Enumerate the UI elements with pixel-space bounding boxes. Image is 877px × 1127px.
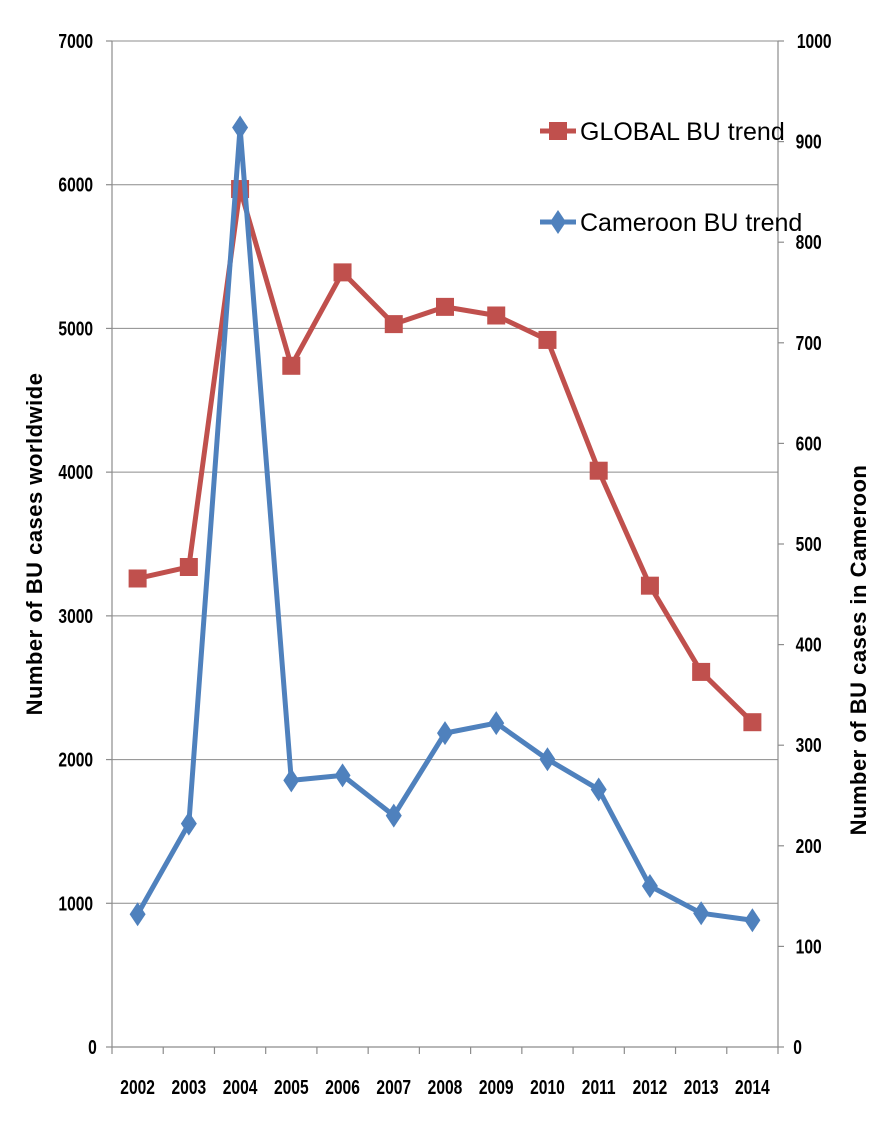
x-tick-label: 2002 [120, 1076, 155, 1098]
right-tick-label: 900 [796, 131, 822, 153]
data-point [180, 811, 197, 836]
right-tick-label: 300 [796, 734, 822, 756]
left-tick-label: 2000 [58, 749, 93, 771]
data-point [641, 874, 658, 899]
left-tick-label: 4000 [58, 461, 93, 483]
left-axis-title: Number of BU cases worldwide [22, 373, 47, 716]
x-tick-label: 2011 [582, 1076, 616, 1098]
left-tick-label: 1000 [58, 892, 93, 914]
data-point [538, 330, 557, 349]
x-tick-label: 2006 [325, 1076, 360, 1098]
legend: GLOBAL BU trend Cameroon BU trend [540, 118, 802, 237]
data-point [437, 721, 453, 746]
left-tick-label: 3000 [58, 605, 93, 627]
data-point [640, 576, 659, 595]
right-tick-label: 600 [796, 433, 822, 455]
legend-marker [549, 122, 567, 140]
right-tick-label: 500 [796, 533, 822, 555]
data-point [384, 315, 403, 334]
legend-label: Cameroon BU trend [580, 209, 802, 237]
data-point [179, 557, 198, 576]
data-point [743, 713, 762, 732]
right-tick-label: 400 [796, 634, 822, 656]
x-tick-label: 2013 [684, 1076, 719, 1098]
right-tick-label: 700 [796, 332, 822, 354]
gridlines [112, 40, 778, 904]
x-tick-label: 2010 [530, 1076, 565, 1098]
data-point [436, 297, 454, 316]
data-point [282, 356, 301, 375]
left-tick-label: 5000 [58, 318, 93, 340]
series-line [135, 125, 753, 923]
right-axis-title: Number of BU cases in Cameroon [846, 465, 871, 836]
series-global [128, 180, 762, 732]
legend-entry: GLOBAL BU trend [540, 118, 785, 146]
data-point [693, 901, 710, 926]
x-tick-label: 2008 [428, 1076, 463, 1098]
data-point [232, 115, 249, 140]
legend-label: GLOBAL BU trend [580, 118, 785, 146]
x-tick-label: 2012 [633, 1076, 668, 1098]
legend-entry: Cameroon BU trend [540, 209, 802, 237]
data-point [488, 711, 505, 736]
data-point [539, 747, 556, 772]
data-point [589, 461, 608, 480]
x-tick-label: 2007 [376, 1076, 411, 1098]
data-point [333, 263, 352, 282]
left-tick-label: 0 [88, 1036, 97, 1058]
data-point [744, 908, 761, 933]
right-tick-label: 200 [796, 835, 822, 857]
data-point [385, 803, 402, 828]
series-lines [128, 115, 762, 933]
data-point [283, 768, 300, 793]
left-tick-label: 6000 [58, 174, 93, 196]
data-point [334, 763, 351, 788]
legend-marker [550, 210, 566, 234]
axes: 0 1000 2000 3000 4000 5000 6000 7000 0 100 200 300 4… [22, 30, 871, 1098]
right-tick-label: 100 [796, 936, 822, 958]
data-point [129, 902, 146, 927]
data-point [692, 662, 711, 681]
left-tick-label: 7000 [58, 30, 93, 52]
data-point [128, 569, 147, 588]
x-tick-label: 2005 [274, 1076, 309, 1098]
data-point [590, 777, 607, 802]
x-tick-label: 2009 [479, 1076, 514, 1098]
data-point [487, 306, 506, 325]
right-tick-label: 1000 [797, 30, 832, 52]
series-cameroon [129, 115, 761, 933]
right-tick-label: 0 [793, 1036, 802, 1058]
x-tick-label: 2003 [172, 1076, 207, 1098]
x-tick-label: 2014 [735, 1076, 770, 1098]
right-tick-label: 800 [796, 231, 822, 253]
x-tick-label: 2004 [223, 1076, 258, 1098]
